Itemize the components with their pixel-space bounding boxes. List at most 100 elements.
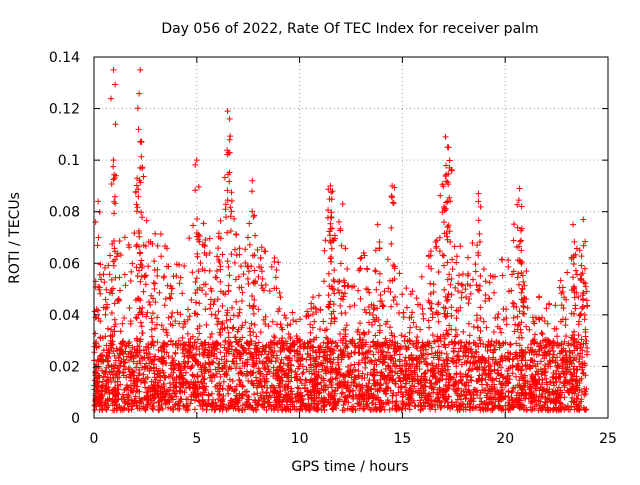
data-point (275, 259, 282, 266)
data-point (133, 201, 140, 208)
data-point (282, 315, 289, 322)
data-point (156, 289, 163, 296)
data-point (392, 293, 399, 300)
data-point (432, 406, 439, 413)
data-point (318, 407, 325, 414)
data-point (145, 263, 152, 270)
data-point (406, 371, 413, 378)
data-point (575, 293, 582, 300)
data-point (309, 347, 316, 354)
data-point (547, 378, 554, 385)
data-point (122, 282, 129, 289)
data-point (128, 403, 135, 410)
data-point (447, 281, 454, 288)
data-point (304, 339, 311, 346)
data-point (453, 253, 460, 260)
data-point (366, 289, 373, 296)
data-point (269, 318, 276, 325)
data-point (343, 385, 350, 392)
x-tick-label: 25 (599, 431, 617, 447)
data-point (538, 391, 545, 398)
data-point (98, 387, 105, 394)
data-point (473, 349, 480, 356)
y-tick-label: 0.04 (49, 308, 80, 324)
data-point (406, 314, 413, 321)
data-point (338, 390, 345, 397)
data-point (519, 363, 526, 370)
x-tick-label: 5 (192, 431, 201, 447)
data-point (149, 319, 156, 326)
data-point (165, 353, 172, 360)
data-point (245, 377, 252, 384)
data-point (219, 385, 226, 392)
data-point (409, 355, 416, 362)
data-point (231, 215, 238, 222)
data-point (220, 378, 227, 385)
data-point (216, 258, 223, 265)
data-point (455, 288, 462, 295)
data-point (231, 334, 238, 341)
data-point (329, 360, 336, 367)
data-point (439, 375, 446, 382)
data-point (236, 251, 243, 258)
data-point (481, 364, 488, 371)
data-point (446, 382, 453, 389)
data-point (248, 378, 255, 385)
data-point (242, 259, 249, 266)
data-point (562, 376, 569, 383)
data-point (109, 290, 116, 297)
data-point (382, 335, 389, 342)
data-point (435, 268, 442, 275)
data-point (144, 365, 151, 372)
data-point (273, 267, 280, 274)
data-point (252, 361, 259, 368)
data-point (366, 392, 373, 399)
data-point (136, 343, 143, 350)
data-point (157, 344, 164, 351)
data-point (133, 364, 140, 371)
data-point (230, 351, 237, 358)
y-tick-label: 0.02 (49, 359, 80, 375)
data-point (177, 274, 184, 281)
data-point (255, 365, 262, 372)
data-point (532, 348, 539, 355)
data-point (168, 337, 175, 344)
data-point (426, 377, 433, 384)
data-point (165, 314, 172, 321)
data-point (192, 279, 199, 286)
data-point (263, 378, 270, 385)
data-point (561, 403, 568, 410)
data-point (348, 349, 355, 356)
data-point (384, 318, 391, 325)
data-point (435, 299, 442, 306)
data-point (126, 305, 133, 312)
y-tick-label: 0 (71, 411, 80, 427)
data-point (575, 332, 582, 339)
data-point (199, 241, 206, 248)
data-point (307, 364, 314, 371)
data-point (149, 357, 156, 364)
data-point (306, 407, 313, 414)
data-point (206, 249, 213, 256)
data-point (480, 341, 487, 348)
data-point (150, 406, 157, 413)
data-point (466, 332, 473, 339)
data-point (474, 286, 481, 293)
data-point (277, 375, 284, 382)
data-point (364, 371, 371, 378)
data-point (343, 394, 350, 401)
data-point (180, 324, 187, 331)
data-point (215, 318, 222, 325)
data-points (91, 66, 591, 414)
data-point (192, 351, 199, 358)
data-point (92, 330, 99, 337)
data-point (202, 236, 209, 243)
data-point (583, 288, 590, 295)
data-point (430, 354, 437, 361)
data-point (262, 320, 269, 327)
data-point (118, 395, 125, 402)
data-point (242, 246, 249, 253)
data-point (105, 346, 112, 353)
data-point (130, 372, 137, 379)
